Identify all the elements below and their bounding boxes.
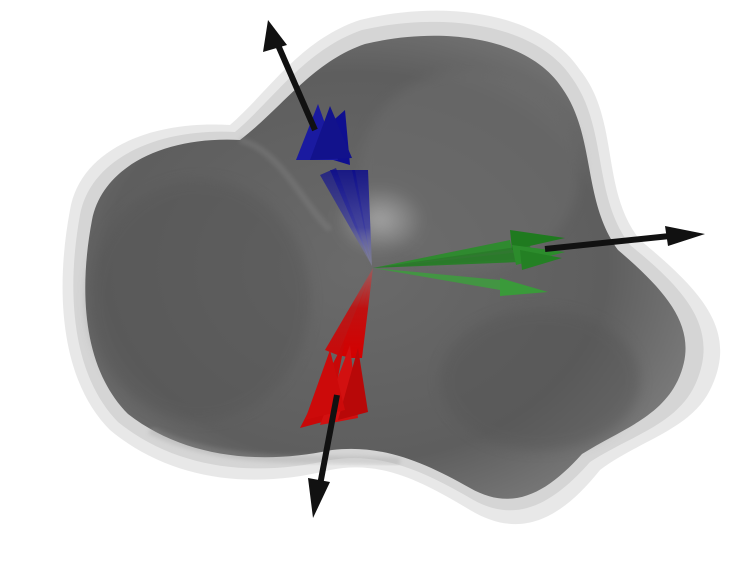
red-axis-arrow <box>300 268 373 428</box>
axes-group <box>263 20 705 518</box>
black-axis-arrow-down <box>308 394 340 518</box>
blue-axis-arrow <box>296 104 372 266</box>
black-axis-arrow-right <box>544 226 705 252</box>
black-axis-arrow-up <box>263 20 318 132</box>
green-axis-arrow <box>373 230 565 296</box>
